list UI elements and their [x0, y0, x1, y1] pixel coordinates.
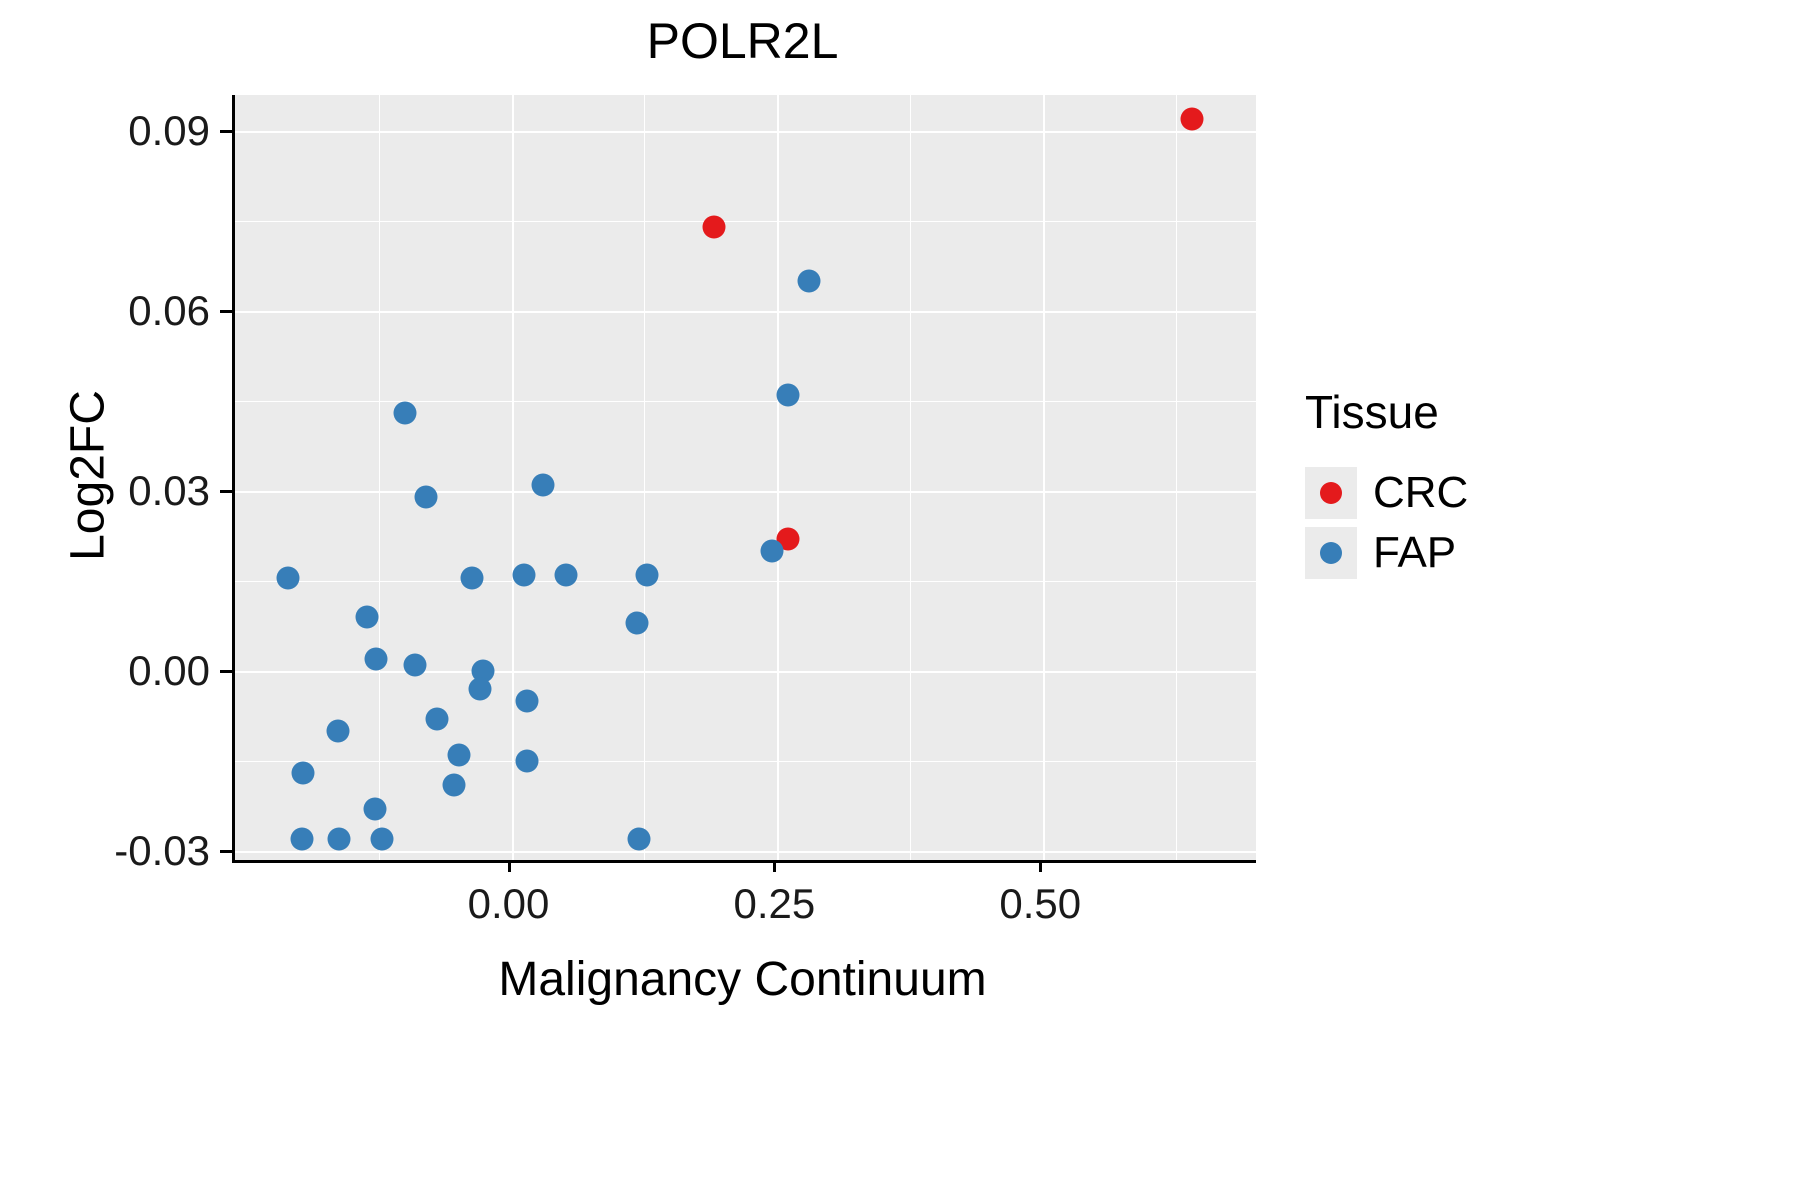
gridline-y-major	[235, 491, 1256, 493]
data-point-fap	[797, 269, 821, 293]
legend-item-fap: FAP	[1305, 527, 1468, 579]
data-point-fap	[393, 401, 417, 425]
y-tick-mark	[220, 670, 232, 673]
gridline-y-major	[235, 131, 1256, 133]
data-point-fap	[326, 719, 350, 743]
x-tick-mark	[1039, 860, 1043, 872]
data-point-fap	[403, 653, 427, 677]
gridline-x-major	[777, 95, 780, 860]
data-point-fap	[355, 605, 379, 629]
data-point-fap	[635, 563, 659, 587]
data-point-fap	[512, 563, 536, 587]
data-point-fap	[290, 827, 314, 851]
data-point-fap	[471, 659, 495, 683]
legend-label-crc: CRC	[1373, 468, 1469, 517]
gridline-y-major	[235, 311, 1256, 313]
data-point-fap	[515, 689, 539, 713]
crc-swatch-icon	[1320, 482, 1342, 504]
data-point-fap	[364, 647, 388, 671]
legend-key-crc	[1305, 467, 1357, 519]
data-point-fap	[460, 566, 484, 590]
x-tick-mark	[773, 860, 777, 872]
plot-panel	[232, 95, 1256, 863]
fap-swatch-icon	[1320, 542, 1342, 564]
gridline-y-minor	[235, 221, 1256, 222]
x-tick-mark	[507, 860, 511, 872]
gridline-x-minor	[644, 95, 646, 860]
data-point-fap	[414, 485, 438, 509]
y-tick-mark	[220, 310, 232, 313]
data-point-fap	[625, 611, 649, 635]
data-point-fap	[554, 563, 578, 587]
gridline-y-minor	[235, 761, 1256, 762]
gridline-x-minor	[378, 95, 380, 860]
chart-title: POLR2L	[646, 13, 839, 69]
gridline-y-minor	[235, 581, 1256, 582]
legend-item-crc: CRC	[1305, 467, 1468, 519]
gridline-x-minor	[910, 95, 912, 860]
y-tick-mark	[220, 130, 232, 133]
data-point-fap	[515, 749, 539, 773]
data-point-crc	[702, 215, 726, 239]
data-point-crc	[1180, 107, 1204, 131]
y-tick-label: -0.03	[114, 827, 210, 874]
data-point-fap	[425, 707, 449, 731]
data-point-fap	[370, 827, 394, 851]
gridline-x-major	[1043, 95, 1046, 860]
y-tick-label: 0.00	[128, 647, 210, 694]
legend-label-fap: FAP	[1373, 528, 1457, 577]
legend-key-fap	[1305, 527, 1357, 579]
data-point-fap	[760, 539, 784, 563]
data-point-fap	[276, 566, 300, 590]
y-tick-label: 0.06	[128, 287, 210, 334]
data-point-fap	[291, 761, 315, 785]
x-axis-label: Malignancy Continuum	[498, 953, 987, 1006]
data-point-fap	[468, 677, 492, 701]
legend: Tissue CRC FAP	[1305, 385, 1468, 587]
y-tick-label: 0.09	[128, 107, 210, 154]
gridline-y-major	[235, 851, 1256, 853]
data-point-fap	[776, 383, 800, 407]
data-point-fap	[447, 743, 471, 767]
legend-title: Tissue	[1305, 386, 1439, 438]
x-tick-label: 0.00	[467, 880, 550, 927]
data-point-fap	[363, 797, 387, 821]
gridline-x-minor	[1176, 95, 1178, 860]
gridline-x-major	[511, 95, 514, 860]
data-point-fap	[531, 473, 555, 497]
y-tick-mark	[220, 850, 232, 853]
data-point-fap	[442, 773, 466, 797]
data-point-fap	[627, 827, 651, 851]
x-tick-label: 0.50	[999, 880, 1082, 927]
gridline-y-minor	[235, 401, 1256, 402]
x-tick-label: 0.25	[733, 880, 816, 927]
gridline-y-major	[235, 671, 1256, 673]
y-tick-label: 0.03	[128, 467, 210, 514]
data-point-fap	[327, 827, 351, 851]
y-tick-mark	[220, 490, 232, 493]
